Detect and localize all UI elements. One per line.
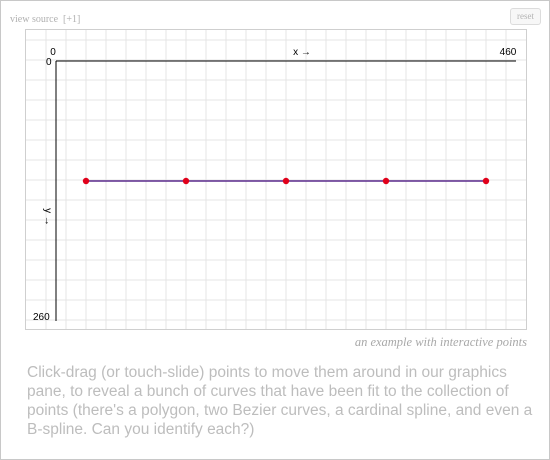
control-points[interactable] bbox=[82, 177, 490, 185]
control-point-2[interactable] bbox=[182, 177, 190, 185]
grid bbox=[26, 30, 526, 329]
expand-toggle[interactable]: [+1] bbox=[63, 14, 81, 25]
graph-canvas[interactable]: 0 460 x → 0 260 y → bbox=[26, 30, 526, 329]
view-source-label[interactable]: view source bbox=[10, 14, 59, 25]
graphics-pane[interactable]: 0 460 x → 0 260 y → bbox=[25, 29, 527, 330]
view-source-link[interactable]: view source [+1] bbox=[10, 14, 80, 25]
description-text: Click-drag (or touch-slide) points to mo… bbox=[27, 364, 533, 438]
y-axis-label: y → bbox=[42, 208, 53, 226]
control-point-1[interactable] bbox=[82, 177, 90, 185]
x-min-label: 0 bbox=[50, 47, 56, 58]
control-point-5[interactable] bbox=[482, 177, 490, 185]
y-max-label: 260 bbox=[33, 312, 50, 323]
control-point-3[interactable] bbox=[282, 177, 290, 185]
control-point-4[interactable] bbox=[382, 177, 390, 185]
axes: 0 460 x → 0 260 y → bbox=[33, 47, 517, 323]
reset-button[interactable]: reset bbox=[510, 8, 541, 25]
x-max-label: 460 bbox=[500, 47, 517, 58]
pane-caption: an example with interactive points bbox=[354, 335, 527, 349]
x-axis-label: x → bbox=[293, 47, 311, 58]
y-min-label: 0 bbox=[46, 57, 52, 68]
